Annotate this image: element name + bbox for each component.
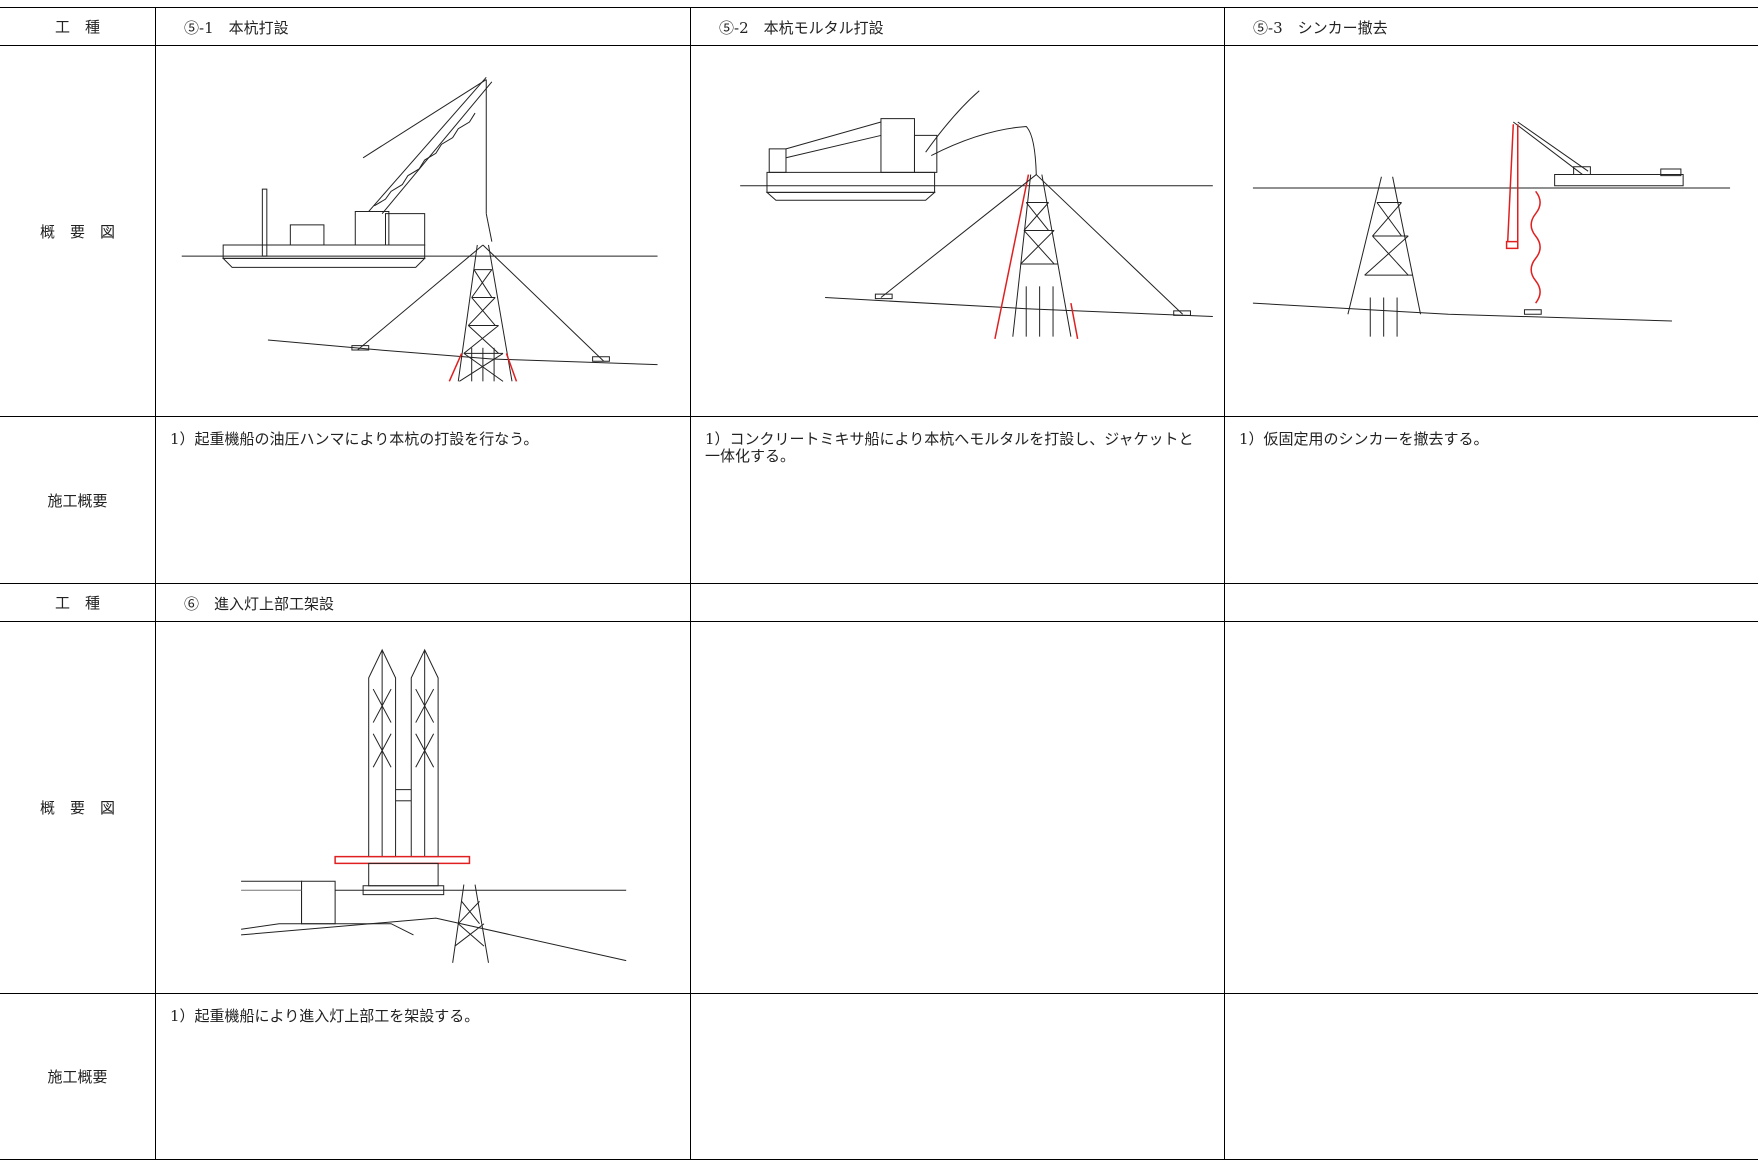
drawing-polygon — [223, 258, 425, 267]
drawing-rect — [1174, 311, 1191, 315]
drawing-line — [1508, 124, 1514, 241]
drawing-rect — [355, 211, 389, 245]
drawing-line — [1036, 175, 1182, 315]
drawing-rect — [769, 149, 786, 172]
drawing-line — [1013, 175, 1031, 337]
drawing-line — [486, 214, 492, 242]
empty-cell — [1225, 994, 1758, 1160]
drawing-rect — [1507, 242, 1518, 249]
drawing-rect — [369, 863, 438, 885]
summary-label: 施工概要 — [0, 417, 156, 584]
drawing-rect — [881, 119, 915, 173]
drawing-rect — [352, 346, 369, 350]
drawing-rect — [767, 172, 935, 192]
diagram-label: 概 要 図 — [0, 622, 156, 994]
header-label: 工 種 — [0, 8, 156, 46]
diagram-cell — [691, 46, 1225, 417]
drawing-line — [881, 175, 1036, 298]
drawing-path — [411, 650, 438, 857]
drawing-line — [506, 353, 516, 381]
drawing-rect — [302, 881, 336, 923]
diagram-cell — [156, 46, 691, 417]
drawing-line — [1071, 303, 1078, 339]
summary-text: 1）起重機船の油圧ハンマにより本杭の打設を行なう。 — [156, 417, 691, 584]
drawing-line — [449, 353, 461, 381]
drawing-line — [1513, 122, 1582, 175]
drawing-line — [363, 80, 486, 158]
drawing-rect — [914, 135, 936, 172]
drawing-polyline — [302, 924, 414, 935]
drawing-polyline — [241, 918, 626, 960]
empty-cell — [691, 584, 1225, 622]
drawing-rect — [1661, 169, 1681, 176]
pile-driving-diagram — [156, 46, 690, 416]
empty-cell — [1225, 584, 1758, 622]
work-title: ⑤-2 本杭モルタル打設 — [691, 8, 1225, 46]
drawing-rect — [875, 294, 892, 298]
drawing-path — [373, 689, 433, 767]
superstructure-diagram — [156, 622, 690, 993]
summary-text: 1）仮固定用のシンカーを撤去する。 — [1225, 417, 1758, 584]
drawing-rect — [385, 214, 424, 245]
drawing-polyline — [268, 340, 658, 365]
drawing-polyline — [825, 298, 1213, 317]
summary-label: 施工概要 — [0, 994, 156, 1160]
drawing-polyline — [1253, 303, 1672, 321]
drawing-rect — [290, 225, 324, 245]
summary-text: 1）起重機船により進入灯上部工を架設する。 — [156, 994, 691, 1160]
drawing-path — [1021, 202, 1055, 263]
sinker-diagram — [1225, 46, 1758, 416]
drawing-polygon — [767, 192, 935, 200]
drawing-line — [358, 245, 483, 350]
drawing-line — [369, 77, 487, 211]
drawing-line — [1348, 177, 1382, 314]
drawing-path — [1531, 191, 1540, 303]
drawing-line — [786, 122, 881, 149]
mortar-diagram — [691, 46, 1224, 416]
drawing-rect — [335, 857, 469, 864]
work-title: ⑥ 進入灯上部工架設 — [156, 584, 691, 622]
drawing-path — [926, 91, 1037, 175]
drawing-rect — [262, 189, 266, 256]
summary-text: 1）コンクリートミキサ船により本杭へモルタルを打設し、ジャケットと一体化する。 — [691, 417, 1225, 584]
drawing-rect — [1524, 310, 1541, 314]
diagram-cell — [156, 622, 691, 994]
empty-cell — [691, 994, 1225, 1160]
drawing-line — [382, 82, 492, 214]
drawing-line — [995, 175, 1029, 339]
construction-table: 工 種 ⑤-1 本杭打設 ⑤-2 本杭モルタル打設 ⑤-3 シンカー撤去 概 要… — [0, 7, 1758, 1160]
drawing-line — [458, 245, 477, 381]
empty-cell — [1225, 622, 1758, 994]
drawing-line — [1393, 177, 1421, 314]
drawing-line — [475, 885, 488, 963]
work-title: ⑤-3 シンカー撤去 — [1225, 8, 1758, 46]
drawing-line — [1042, 175, 1071, 337]
diagram-label: 概 要 図 — [0, 46, 156, 417]
drawing-line — [483, 245, 604, 361]
drawing-path — [369, 650, 396, 857]
drawing-rect — [593, 357, 610, 361]
drawing-polyline — [241, 881, 301, 929]
header-label: 工 種 — [0, 584, 156, 622]
drawing-line — [786, 135, 881, 157]
drawing-path — [374, 113, 475, 206]
empty-cell — [691, 622, 1225, 994]
drawing-path — [459, 270, 503, 382]
drawing-path — [1365, 202, 1409, 275]
work-title: ⑤-1 本杭打設 — [156, 8, 691, 46]
drawing-path — [455, 901, 484, 946]
drawing-rect — [1555, 175, 1684, 186]
diagram-cell — [1225, 46, 1758, 417]
drawing-rect — [1574, 167, 1591, 175]
drawing-line — [1518, 122, 1588, 171]
